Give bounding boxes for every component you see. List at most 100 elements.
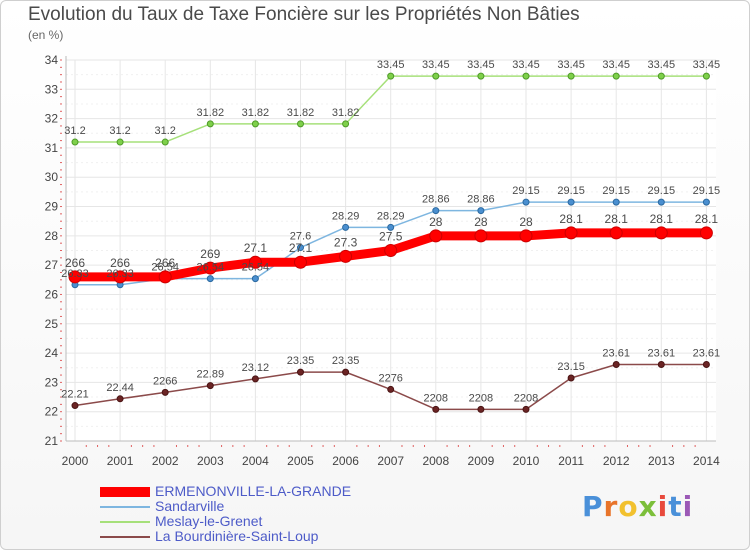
data-label-ermenonville: 28.1 [605, 212, 629, 226]
data-label-meslay: 31.2 [64, 125, 85, 137]
data-label-meslay: 33.45 [557, 59, 585, 71]
data-label-meslay: 33.45 [512, 59, 540, 71]
data-label-sandarville: 29.15 [512, 185, 540, 197]
y-tick-label: 25 [45, 317, 59, 331]
logo-letter: o [618, 490, 639, 523]
data-point-meslay [206, 120, 214, 128]
x-tick-label: 2012 [603, 454, 630, 468]
data-label-meslay: 31.82 [197, 107, 225, 119]
data-point-bourdiniere [702, 361, 710, 369]
data-label-ermenonville: 266 [155, 256, 175, 270]
x-tick-label: 2000 [62, 454, 89, 468]
data-label-ermenonville: 266 [65, 256, 85, 270]
data-point-ermenonville [248, 255, 262, 269]
data-point-meslay [432, 72, 440, 80]
legend-item: Sandarville [100, 499, 420, 514]
x-tick-label: 2010 [513, 454, 540, 468]
legend-swatch [100, 521, 150, 523]
legend-item: Meslay-le-Grenet [100, 514, 420, 529]
data-label-bourdiniere: 2208 [469, 392, 493, 404]
data-label-bourdiniere: 2266 [153, 375, 177, 387]
legend-label: Meslay-le-Grenet [155, 513, 263, 529]
y-tick-label: 34 [45, 53, 59, 67]
data-label-meslay: 33.45 [422, 59, 450, 71]
data-point-ermenonville [564, 226, 578, 240]
data-point-meslay [71, 138, 79, 146]
data-label-sandarville: 26.33 [106, 268, 134, 280]
data-label-sandarville: 29.15 [557, 185, 585, 197]
data-label-meslay: 33.45 [377, 59, 405, 71]
x-tick-label: 2006 [332, 454, 359, 468]
data-label-ermenonville: 28 [429, 215, 443, 229]
data-point-ermenonville [384, 244, 398, 257]
x-tick-label: 2013 [648, 454, 675, 468]
data-label-ermenonville: 28 [474, 215, 488, 229]
data-label-ermenonville: 28 [519, 215, 533, 229]
logo-letter: P [582, 490, 604, 523]
data-point-bourdiniere [297, 368, 304, 376]
data-label-bourdiniere: 2276 [378, 372, 402, 384]
y-tick-label: 29 [45, 200, 59, 214]
data-point-meslay [612, 72, 620, 80]
y-tick-label: 31 [45, 141, 59, 155]
data-label-ermenonville: 28.1 [695, 212, 719, 226]
data-point-meslay [116, 138, 124, 146]
data-point-ermenonville [294, 255, 307, 269]
logo-letter: r [603, 490, 619, 523]
data-point-ermenonville [654, 226, 668, 240]
y-tick-label: 22 [45, 405, 59, 419]
data-label-bourdiniere: 23.12 [242, 362, 270, 374]
y-unit-label: (en %) [28, 28, 64, 42]
data-point-bourdiniere [477, 405, 485, 413]
y-tick-label: 30 [45, 170, 59, 184]
data-point-sandarville [251, 275, 259, 283]
data-label-ermenonville: 28.1 [650, 212, 674, 226]
data-point-sandarville [522, 198, 530, 206]
data-label-sandarville: 29.15 [693, 185, 721, 197]
data-label-bourdiniere: 22.21 [61, 389, 89, 401]
data-point-bourdiniere [567, 374, 575, 382]
logo-letter: x [638, 490, 658, 523]
y-tick-label: 33 [45, 82, 59, 96]
data-point-meslay [477, 72, 485, 80]
data-point-ermenonville [113, 270, 127, 284]
logo-letter: t [668, 490, 683, 523]
data-label-ermenonville: 28.1 [559, 212, 583, 226]
chart-title: Evolution du Taux de Taxe Foncière sur l… [28, 4, 580, 25]
data-label-bourdiniere: 22.89 [197, 369, 225, 381]
data-label-bourdiniere: 23.15 [557, 361, 585, 373]
legend-swatch [100, 536, 150, 538]
data-label-bourdiniere: 23.61 [602, 348, 630, 360]
data-point-bourdiniere [251, 375, 259, 383]
data-label-sandarville: 26.54 [242, 262, 270, 274]
data-label-sandarville: 26.54 [151, 262, 179, 274]
data-label-bourdiniere: 2208 [514, 392, 538, 404]
data-label-bourdiniere: 23.35 [287, 355, 315, 367]
data-point-bourdiniere [161, 388, 169, 396]
x-tick-label: 2002 [152, 454, 179, 468]
data-point-meslay [702, 72, 710, 80]
x-tick-label: 2005 [287, 454, 314, 468]
data-label-sandarville: 28.86 [422, 194, 450, 206]
y-tick-label: 21 [45, 434, 59, 448]
data-label-bourdiniere: 2208 [424, 392, 448, 404]
x-tick-label: 2009 [468, 454, 495, 468]
data-label-bourdiniere: 23.61 [648, 348, 676, 360]
x-tick-label: 2001 [107, 454, 134, 468]
y-tick-label: 28 [45, 229, 59, 243]
x-tick-label: 2003 [197, 454, 224, 468]
data-label-ermenonville: 27.3 [334, 235, 358, 249]
data-label-sandarville: 28.29 [377, 210, 405, 222]
data-point-bourdiniere [657, 361, 665, 369]
data-label-sandarville: 29.15 [648, 185, 676, 197]
data-point-bourdiniere [206, 382, 214, 390]
data-label-meslay: 33.45 [648, 59, 676, 71]
data-point-meslay [387, 72, 395, 80]
data-label-meslay: 31.82 [332, 107, 360, 119]
data-point-sandarville [387, 223, 395, 231]
logo-letter: i [682, 490, 694, 523]
data-point-bourdiniere [612, 361, 620, 369]
data-point-sandarville [342, 223, 350, 231]
data-label-ermenonville: 269 [200, 247, 220, 261]
